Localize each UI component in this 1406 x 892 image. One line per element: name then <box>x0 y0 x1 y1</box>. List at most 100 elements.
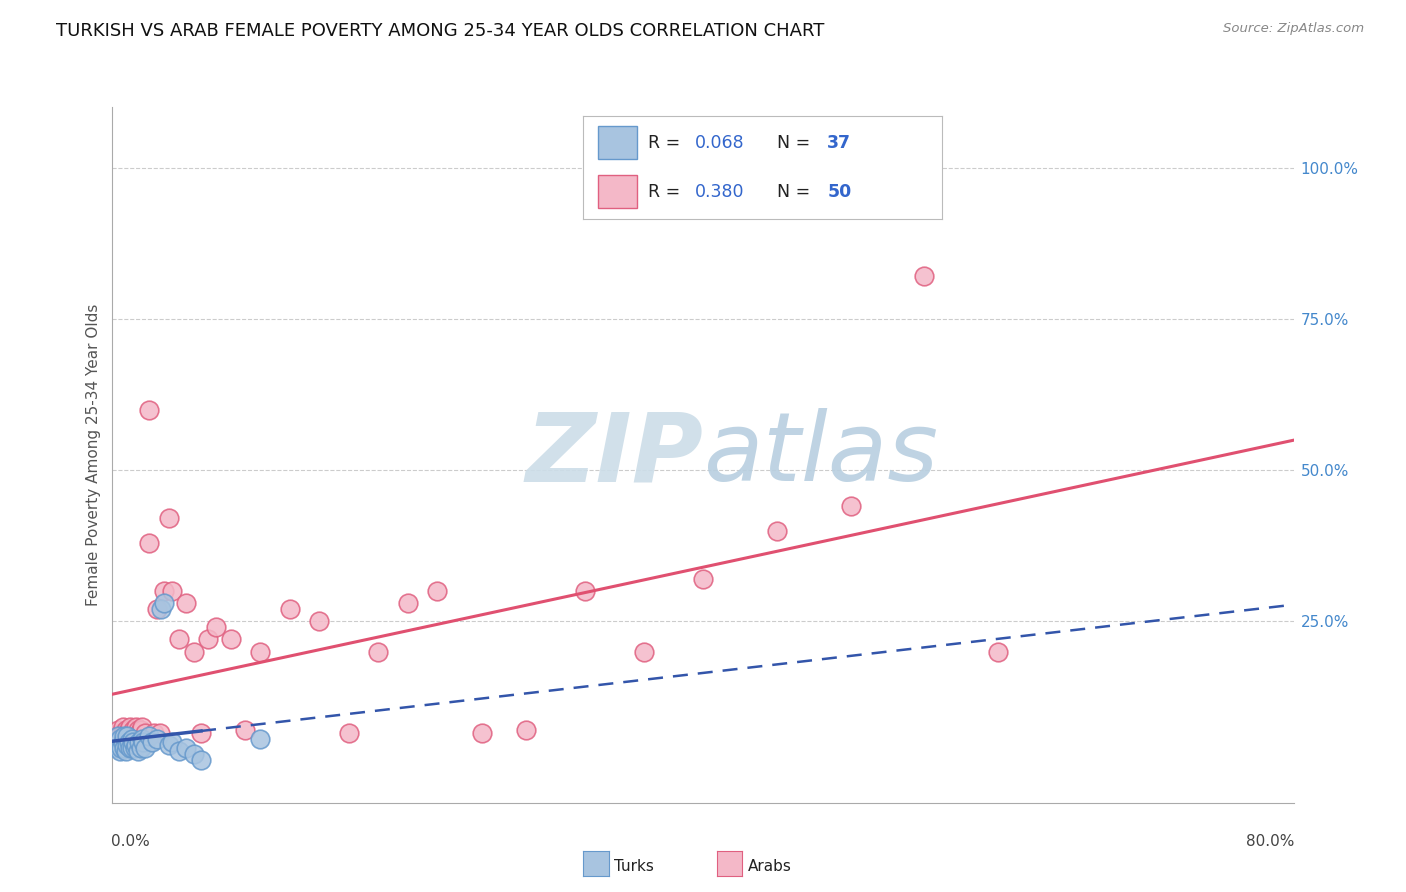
Point <box>205 620 228 634</box>
Text: 50: 50 <box>827 183 852 201</box>
Point <box>131 720 153 734</box>
Point <box>396 596 419 610</box>
Point <box>150 602 173 616</box>
Text: R =: R = <box>648 183 686 201</box>
Point <box>118 735 141 749</box>
Point <box>124 726 146 740</box>
Point <box>104 735 127 749</box>
Point <box>107 723 129 738</box>
Y-axis label: Female Poverty Among 25-34 Year Olds: Female Poverty Among 25-34 Year Olds <box>86 304 101 606</box>
Point <box>120 720 142 734</box>
Point <box>120 741 142 756</box>
Point <box>174 741 197 756</box>
Point <box>146 602 169 616</box>
Point <box>146 732 169 747</box>
Point <box>249 644 271 658</box>
Point <box>190 754 212 768</box>
Point <box>121 726 143 740</box>
Point <box>132 735 155 749</box>
Point <box>766 524 789 538</box>
Point <box>157 739 180 753</box>
Point <box>167 632 190 647</box>
Point <box>138 535 160 549</box>
Point <box>129 741 152 756</box>
Text: 0.380: 0.380 <box>695 183 744 201</box>
Point <box>367 644 389 658</box>
Point <box>129 723 152 738</box>
Point <box>574 584 596 599</box>
Point <box>111 720 134 734</box>
Point <box>121 732 143 747</box>
Point <box>127 723 149 738</box>
Text: Source: ZipAtlas.com: Source: ZipAtlas.com <box>1223 22 1364 36</box>
Point <box>118 723 141 738</box>
Point <box>337 726 360 740</box>
Point <box>114 723 136 738</box>
Point <box>108 744 131 758</box>
Point <box>183 747 205 762</box>
Point <box>249 732 271 747</box>
Point <box>125 720 148 734</box>
Text: 0.068: 0.068 <box>695 134 744 152</box>
Point <box>125 739 148 753</box>
Point <box>122 735 145 749</box>
Point <box>107 729 129 743</box>
Text: R =: R = <box>648 134 686 152</box>
Point <box>153 596 176 610</box>
Point <box>141 735 163 749</box>
Point <box>131 732 153 747</box>
Point <box>914 269 936 284</box>
Text: atlas: atlas <box>703 409 938 501</box>
Point <box>839 500 862 514</box>
Point <box>110 741 132 756</box>
Point <box>112 741 135 756</box>
Point <box>160 584 183 599</box>
Point <box>128 726 150 740</box>
Point <box>160 735 183 749</box>
Point <box>174 596 197 610</box>
Point <box>308 615 330 629</box>
Point <box>122 723 145 738</box>
Text: TURKISH VS ARAB FEMALE POVERTY AMONG 25-34 YEAR OLDS CORRELATION CHART: TURKISH VS ARAB FEMALE POVERTY AMONG 25-… <box>56 22 824 40</box>
Point <box>149 726 172 740</box>
Point <box>112 726 135 740</box>
Text: N =: N = <box>778 183 815 201</box>
Point <box>138 402 160 417</box>
Point <box>134 726 156 740</box>
Point <box>104 729 127 743</box>
Point <box>117 729 138 743</box>
Point <box>183 644 205 658</box>
Point <box>515 723 537 738</box>
Text: 0.0%: 0.0% <box>111 834 150 849</box>
Point <box>128 735 150 749</box>
Point <box>142 726 165 740</box>
Point <box>233 723 256 738</box>
Point <box>114 744 136 758</box>
Point <box>111 735 134 749</box>
Point <box>117 739 138 753</box>
Point <box>127 744 149 758</box>
Point <box>153 584 176 599</box>
Text: Turks: Turks <box>614 859 654 873</box>
Bar <box>598 126 637 159</box>
Point <box>121 741 143 756</box>
Bar <box>598 176 637 208</box>
Point <box>124 741 146 756</box>
Point <box>157 511 180 525</box>
Point <box>219 632 242 647</box>
Point <box>112 729 135 743</box>
Point <box>110 726 132 740</box>
Point <box>134 741 156 756</box>
Text: N =: N = <box>778 134 815 152</box>
Point <box>692 572 714 586</box>
Point <box>190 726 212 740</box>
Point <box>108 732 131 747</box>
Point <box>987 644 1010 658</box>
Point <box>167 744 190 758</box>
Point <box>117 726 138 740</box>
Text: 80.0%: 80.0% <box>1246 834 1295 849</box>
Point <box>197 632 219 647</box>
Point <box>105 741 128 756</box>
Text: 37: 37 <box>827 134 851 152</box>
Text: Arabs: Arabs <box>748 859 792 873</box>
